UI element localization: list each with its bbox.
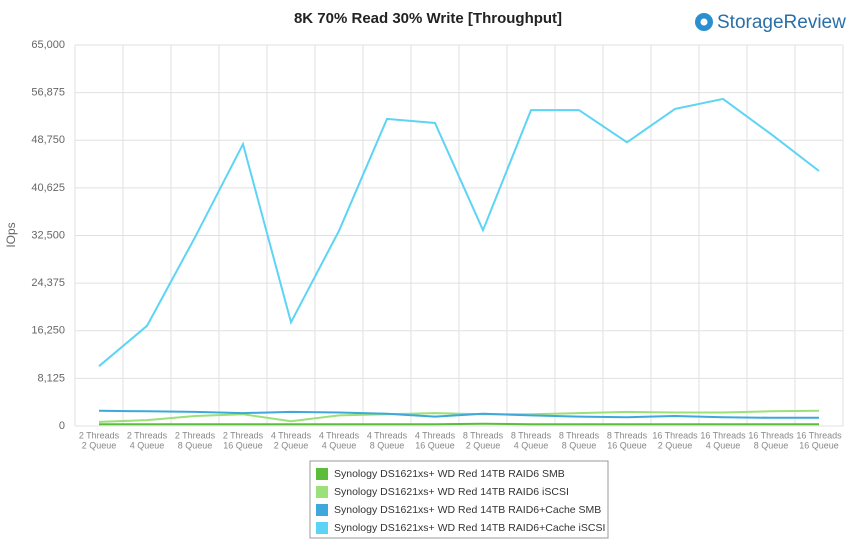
series-line <box>98 409 820 423</box>
logo: StorageReview <box>695 12 846 33</box>
x-tick-label: 2 Queue <box>658 440 693 450</box>
x-tick-label: 2 Threads <box>175 430 216 440</box>
y-tick-label: 56,875 <box>31 87 65 99</box>
x-tick-label: 16 Threads <box>748 430 794 440</box>
x-tick-label: 16 Queue <box>607 440 647 450</box>
x-tick-label: 2 Queue <box>466 440 501 450</box>
y-tick-label: 0 <box>59 420 65 432</box>
x-tick-label: 4 Queue <box>322 440 357 450</box>
y-tick-label: 48,750 <box>31 134 65 146</box>
y-tick-label: 65,000 <box>31 39 65 51</box>
x-tick-label: 16 Queue <box>799 440 839 450</box>
legend-swatch <box>316 522 328 534</box>
series-line <box>99 422 819 426</box>
x-tick-label: 8 Queue <box>178 440 213 450</box>
logo-icon-center <box>700 18 708 26</box>
y-tick-label: 8,125 <box>37 372 65 384</box>
x-tick-label: 16 Threads <box>652 430 698 440</box>
legend-label: Synology DS1621xs+ WD Red 14TB RAID6 SMB <box>334 468 565 480</box>
logo-text: StorageReview <box>717 12 846 33</box>
y-tick-label: 24,375 <box>31 277 65 289</box>
x-tick-label: 8 Queue <box>370 440 405 450</box>
x-tick-label: 16 Threads <box>700 430 746 440</box>
chart-title: 8K 70% Read 30% Write [Throughput] <box>294 10 562 27</box>
legend-swatch <box>316 468 328 480</box>
x-tick-label: 2 Threads <box>79 430 120 440</box>
x-tick-label: 4 Threads <box>271 430 312 440</box>
series-line <box>98 409 819 419</box>
x-tick-label: 8 Threads <box>607 430 648 440</box>
y-axis-label: IOps <box>4 222 18 247</box>
x-tick-label: 2 Threads <box>223 430 264 440</box>
y-tick-label: 32,500 <box>31 229 65 241</box>
series-line <box>98 97 820 367</box>
x-tick-label: 4 Queue <box>514 440 549 450</box>
legend-swatch <box>316 486 328 498</box>
x-tick-label: 4 Threads <box>415 430 456 440</box>
x-tick-label: 16 Threads <box>796 430 842 440</box>
x-tick-label: 8 Queue <box>754 440 789 450</box>
x-tick-label: 2 Threads <box>127 430 168 440</box>
x-tick-label: 16 Queue <box>223 440 263 450</box>
legend-swatch <box>316 504 328 516</box>
x-tick-label: 2 Queue <box>82 440 117 450</box>
x-tick-label: 4 Queue <box>130 440 165 450</box>
x-tick-label: 16 Queue <box>415 440 455 450</box>
legend-label: Synology DS1621xs+ WD Red 14TB RAID6 iSC… <box>334 486 569 498</box>
x-tick-label: 8 Threads <box>559 430 600 440</box>
x-tick-label: 4 Queue <box>706 440 741 450</box>
x-tick-label: 8 Queue <box>562 440 597 450</box>
legend-label: Synology DS1621xs+ WD Red 14TB RAID6+Cac… <box>334 522 605 534</box>
legend-label: Synology DS1621xs+ WD Red 14TB RAID6+Cac… <box>334 504 601 516</box>
x-tick-label: 8 Threads <box>463 430 504 440</box>
legend-box <box>309 460 609 539</box>
y-tick-label: 16,250 <box>31 325 65 337</box>
x-tick-label: 4 Threads <box>367 430 408 440</box>
x-tick-label: 2 Queue <box>274 440 309 450</box>
y-tick-label: 40,625 <box>31 182 65 194</box>
x-tick-label: 4 Threads <box>319 430 360 440</box>
x-tick-label: 8 Threads <box>511 430 552 440</box>
